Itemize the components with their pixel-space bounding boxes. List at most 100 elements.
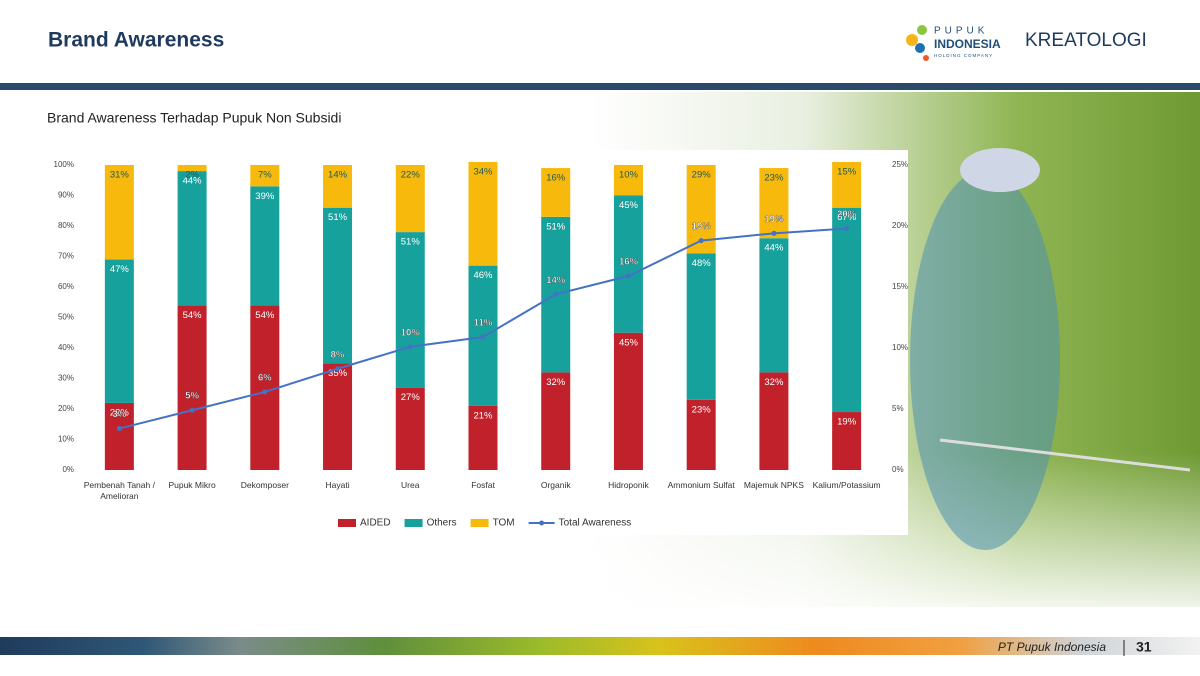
header-bar [0,83,1200,90]
line-label: 8% [331,349,345,360]
y2-tick-label: 5% [892,404,904,413]
line-point [407,344,413,350]
x-tick-label: Urea [401,480,420,490]
bar-segment [686,253,716,400]
legend-swatch [338,519,356,527]
logo-text: INDONESIA [934,37,1001,51]
legend-marker [539,520,545,526]
x-tick-label: Ammonium Sulfat [667,480,735,490]
bar-segment [541,372,571,470]
x-tick-label: Pembenah Tanah / Amelioran [83,480,155,501]
data-label: 22% [401,170,421,181]
bar-segment [613,195,643,333]
bar-segment [250,305,280,470]
data-label: 14% [328,170,348,181]
x-tick-label: Fosfat [471,480,495,490]
y2-tick-label: 20% [892,221,908,230]
line-point [480,334,486,340]
y-tick-label: 80% [58,221,74,230]
farmer-hat [960,148,1040,192]
line-label: 19% [692,221,712,232]
line-label: 19% [764,214,784,225]
bar-segment [177,171,207,306]
page-number: 31 [1136,639,1152,655]
bar-segment [395,232,425,388]
y2-tick-label: 0% [892,465,904,474]
data-label: 48% [692,258,712,269]
line-label: 10% [401,327,421,338]
legend-swatch [404,519,423,527]
y-tick-label: 60% [58,282,74,291]
y-tick-label: 0% [62,465,74,474]
line-point [189,407,195,413]
bar-segment [323,363,353,470]
y-tick-label: 70% [58,252,74,261]
line-label: 6% [258,372,272,383]
data-label: 51% [328,212,348,223]
data-label: 23% [692,404,712,415]
bar-segment [250,186,280,306]
bar-segment [104,165,134,260]
line-label: 20% [837,209,857,220]
data-label: 67% [837,212,857,223]
y-tick-label: 100% [54,160,74,169]
bar-segment [468,161,498,266]
farmer-figure [910,170,1060,550]
data-label: 29% [692,170,712,181]
data-label: 44% [764,243,784,254]
data-label: 32% [764,377,784,388]
data-label: 16% [546,173,566,184]
logo-dot [923,55,929,61]
line-point [625,273,631,279]
footer-stripe [0,637,1200,655]
data-label: 45% [619,337,639,348]
logo-text: PUPUK [934,26,988,37]
bar-segment [177,165,207,172]
bar-segment [250,165,280,187]
bar-segment [832,207,862,413]
line-label: 14% [546,275,566,286]
data-label: 34% [473,166,493,177]
data-label: 47% [110,264,130,275]
x-tick-label: Dekomposer [240,480,289,490]
slide-title: Brand Awareness [48,29,224,52]
bar-segment [686,399,716,470]
legend-label: Others [427,518,457,529]
x-tick-label: Pupuk Mikro [168,480,216,490]
line-label: 16% [619,257,639,268]
x-tick-label: Organik [540,480,571,490]
y-tick-label: 50% [58,313,74,322]
x-tick-label: Kalium/Potassium [812,480,881,490]
bar-segment [395,165,425,233]
line-point [116,426,122,432]
bar-segment [395,387,425,470]
bar-segment [759,238,789,373]
y2-tick-label: 25% [892,160,908,169]
data-label: 27% [401,392,421,403]
logo-dot [915,43,925,53]
bar-segment [104,402,134,470]
line-point [335,366,341,372]
logo-dot [906,34,918,46]
y2-tick-label: 15% [892,282,908,291]
line-point [771,230,777,236]
line-label: 5% [185,391,199,402]
bar-segment [759,168,789,239]
line-point [553,291,559,297]
y2-tick-label: 10% [892,343,908,352]
data-label: 32% [546,377,566,388]
bar-segment [832,412,862,470]
bar-segment [541,168,571,217]
chart: 0% 10% 20% 30% 40% 50% 60% 70% 80% 90% 100% 0% 5% 10%… [54,160,908,529]
data-label: 54% [183,310,203,321]
data-label: 7% [258,170,272,181]
bar-segment [323,207,353,364]
y-tick-label: 40% [58,343,74,352]
data-label: 31% [110,170,130,181]
x-tick-label: Majemuk NPKS [743,480,804,490]
bar-segment [832,161,862,208]
data-label: 23% [764,173,784,184]
bar-segment [104,259,134,403]
footer-company: PT Pupuk Indonesia [998,640,1106,654]
